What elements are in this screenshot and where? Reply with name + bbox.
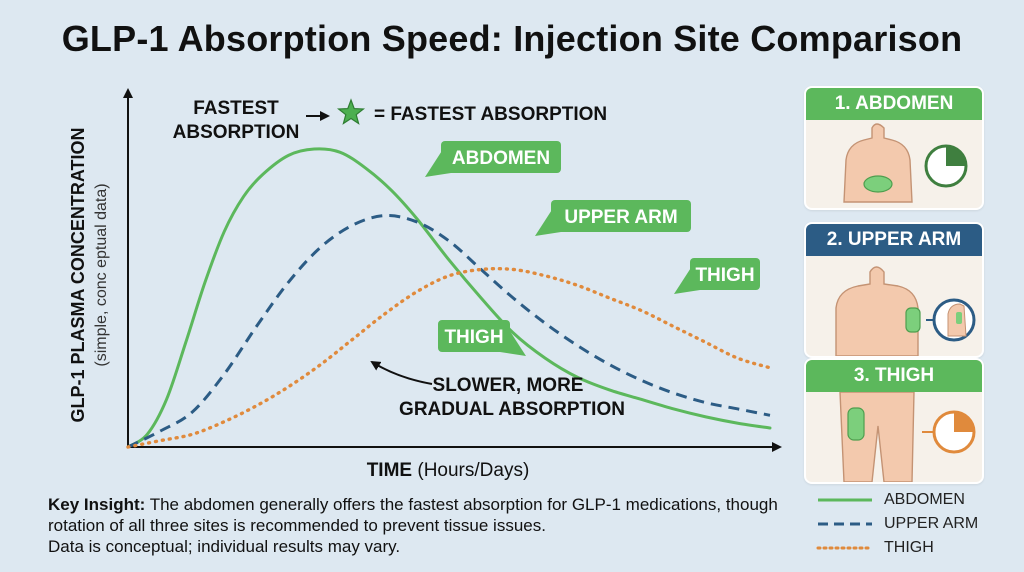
key-insight: Key Insight: The abdomen generally offer… xyxy=(48,494,808,557)
thigh-curve-label-left: THIGH xyxy=(438,320,526,356)
abdomen-clock-fill xyxy=(946,146,966,166)
legend-item-upper-arm: UPPER ARM xyxy=(816,512,1016,536)
legend-swatch-upper-arm xyxy=(818,522,872,526)
star-icon xyxy=(336,98,366,125)
abdomen-curve-label-tail xyxy=(425,152,451,177)
fastest-annotation-line2: ABSORPTION xyxy=(173,122,300,143)
disclaimer-note: Data is conceptual; individual results m… xyxy=(48,537,401,556)
series-line-abdomen xyxy=(126,147,772,449)
upper-arm-injection-site xyxy=(905,307,921,333)
site-panel-upper-arm: 2. UPPER ARM xyxy=(804,222,984,358)
upper-arm-curve-label-tail xyxy=(535,211,561,236)
abdomen-curve-label-text: ABDOMEN xyxy=(452,148,550,169)
legend-label-upper-arm: UPPER ARM xyxy=(884,515,979,532)
legend-swatch-thigh xyxy=(816,546,874,550)
star-legend-note: = FASTEST ABSORPTION xyxy=(374,104,607,125)
series-line-upper-arm xyxy=(127,214,771,449)
site-panel-upper-arm-title: 2. UPPER ARM xyxy=(806,224,982,256)
torso-body xyxy=(843,123,913,203)
thigh-curve-label-right-bg xyxy=(690,258,760,290)
thigh-curve-label-left-tail xyxy=(500,331,526,356)
abdomen-injection-site xyxy=(863,175,893,193)
upper-arm-curve-label-text: UPPER ARM xyxy=(564,207,677,228)
x-axis-label-unit: (Hours/Days) xyxy=(417,460,529,481)
upper-arm-zoom-site xyxy=(956,312,962,324)
thigh-curve-label-left-text: THIGH xyxy=(444,327,503,348)
slower-annotation-line1: SLOWER, MORE xyxy=(433,375,584,396)
site-panel-abdomen: 1. ABDOMEN xyxy=(804,86,984,210)
upper-arm-curve-label: UPPER ARM xyxy=(535,200,691,236)
abdomen-curve-label: ABDOMEN xyxy=(425,141,561,177)
thigh-clock-fill xyxy=(954,412,974,432)
torso-figure xyxy=(843,123,968,203)
abdomen-curve-label-bg xyxy=(441,141,561,173)
legend-swatch-abdomen xyxy=(818,498,872,502)
key-insight-label: Key Insight: xyxy=(48,495,146,514)
site-panel-thigh-title: 3. THIGH xyxy=(806,360,982,392)
thigh-curve-label-right: THIGH xyxy=(674,258,760,294)
slower-arrow xyxy=(370,360,433,385)
page-title: GLP-1 Absorption Speed: Injection Site C… xyxy=(61,18,963,59)
arm-figure xyxy=(835,266,976,356)
legend-item-thigh: THIGH xyxy=(816,536,1016,560)
x-axis-label: TIME (Hours/Days) xyxy=(367,460,530,481)
leg-figure xyxy=(839,392,976,482)
fastest-annotation-line1: FASTEST xyxy=(193,98,279,119)
series-line-thigh xyxy=(126,266,772,449)
legend-item-abdomen: ABDOMEN xyxy=(816,488,1016,512)
key-insight-text: The abdomen generally offers the fastest… xyxy=(48,495,778,535)
chart-legend: ABDOMEN UPPER ARM THIGH xyxy=(816,488,1016,560)
y-axis-label: GLP-1 PLASMA CONCENTRATION xyxy=(68,128,88,423)
key-insight-paragraph: Key Insight: The abdomen generally offer… xyxy=(48,494,808,536)
legend-label-thigh: THIGH xyxy=(884,539,934,556)
x-axis-label-main: TIME xyxy=(367,460,418,481)
thigh-curve-label-right-text: THIGH xyxy=(695,265,754,286)
absorption-line-chart: TIME (Hours/Days) GLP-1 PLASMA CONCENTRAT… xyxy=(68,88,782,481)
site-panel-thigh: 3. THIGH xyxy=(804,358,984,484)
thigh-injection-site xyxy=(847,407,865,441)
thigh-curve-label-right-tail xyxy=(674,269,700,294)
site-panel-abdomen-title: 1. ABDOMEN xyxy=(806,88,982,120)
upper-arm-curve-label-bg xyxy=(551,200,691,232)
thigh-curve-label-left-bg xyxy=(438,320,510,352)
slower-annotation-line2: GRADUAL ABSORPTION xyxy=(399,399,625,420)
arm-body xyxy=(835,266,919,356)
legend-label-abdomen: ABDOMEN xyxy=(884,491,965,508)
y-axis-sublabel: (simple, conc eptual data) xyxy=(93,183,110,366)
